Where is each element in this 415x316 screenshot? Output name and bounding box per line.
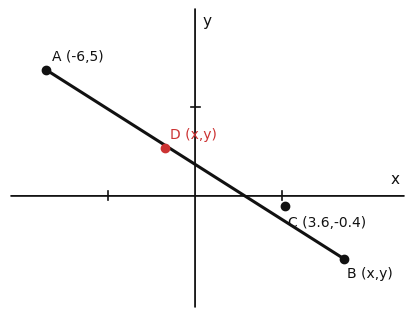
Text: y: y: [203, 14, 212, 29]
Text: D (x,y): D (x,y): [170, 128, 217, 142]
Text: x: x: [390, 172, 399, 187]
Text: A (-6,5): A (-6,5): [52, 51, 103, 64]
Text: C (3.6,-0.4): C (3.6,-0.4): [288, 216, 366, 230]
Text: B (x,y): B (x,y): [347, 267, 393, 281]
